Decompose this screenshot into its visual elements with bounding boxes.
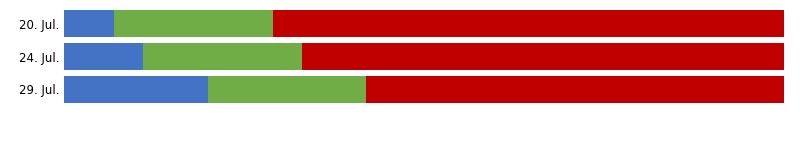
Bar [114,11,273,37]
Bar [273,11,784,37]
Bar [366,76,784,103]
Bar [64,43,143,70]
Bar [143,43,302,70]
Bar [64,76,208,103]
Bar [64,11,114,37]
Bar [208,76,366,103]
Bar [302,43,784,70]
